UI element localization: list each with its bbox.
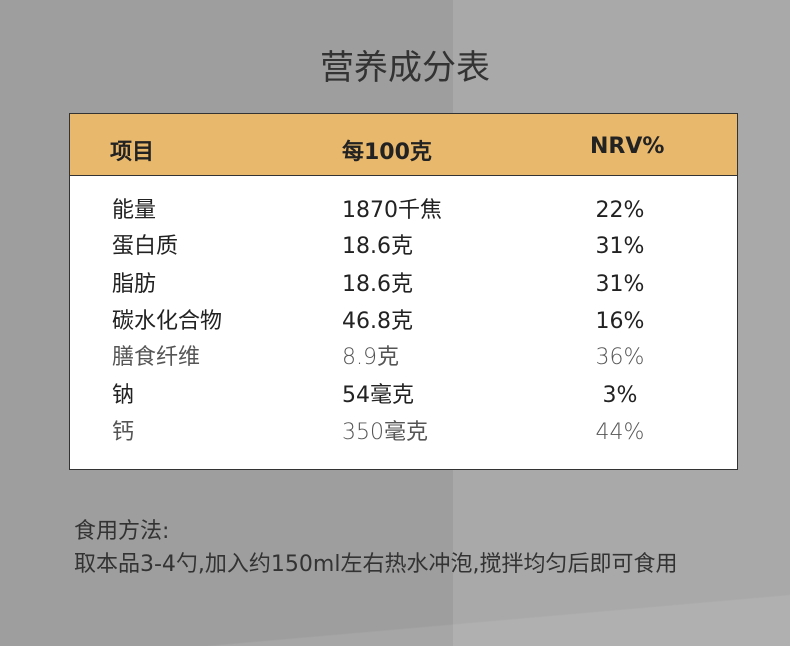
table-header: 项目 每100克 NRV% — [70, 114, 737, 176]
header-nrv: NRV% — [590, 134, 665, 159]
nutrient-name: 能量 — [112, 198, 157, 223]
nutrient-value: 8.9克 — [342, 345, 399, 370]
table-row: 脂肪 18.6克 31% — [70, 266, 737, 303]
nutrient-nrv: 44% — [595, 420, 645, 445]
table-row: 碳水化合物 46.8克 16% — [70, 303, 737, 340]
nutrient-nrv: 16% — [595, 309, 645, 334]
nutrient-value: 18.6克 — [342, 234, 413, 259]
nutrient-nrv: 22% — [595, 198, 645, 223]
nutrient-name: 碳水化合物 — [112, 309, 223, 334]
table-row: 蛋白质 18.6克 31% — [70, 228, 737, 265]
nutrient-nrv: 3% — [602, 383, 638, 408]
nutrient-name: 膳食纤维 — [112, 345, 201, 370]
usage-text: 取本品3-4勺,加入约150ml左右热水冲泡,搅拌均匀后即可食用 — [74, 552, 678, 577]
background-shade — [0, 586, 790, 646]
nutrient-value: 350毫克 — [342, 420, 428, 445]
usage-label: 食用方法: — [74, 519, 170, 544]
table-row: 膳食纤维 8.9克 36% — [70, 339, 737, 376]
nutrient-name: 蛋白质 — [112, 234, 179, 259]
table-row: 钠 54毫克 3% — [70, 377, 737, 414]
table-row: 钙 350毫克 44% — [70, 414, 737, 451]
header-per-100g: 每100克 — [342, 140, 432, 165]
nutrient-nrv: 36% — [595, 345, 645, 370]
page-title: 营养成分表 — [320, 48, 490, 88]
nutrient-value: 46.8克 — [342, 309, 413, 334]
nutrient-name: 钠 — [112, 383, 135, 408]
nutrient-value: 18.6克 — [342, 272, 413, 297]
nutrient-nrv: 31% — [595, 234, 645, 259]
header-item: 项目 — [110, 140, 155, 165]
table-row: 能量 1870千焦 22% — [70, 192, 737, 229]
nutrient-value: 54毫克 — [342, 383, 414, 408]
nutrition-table: 项目 每100克 NRV% 能量 1870千焦 22% 蛋白质 18.6克 31% 脂肪 18… — [69, 113, 738, 470]
nutrient-value: 1870千焦 — [342, 198, 442, 223]
nutrient-name: 钙 — [112, 420, 135, 445]
nutrient-name: 脂肪 — [112, 272, 157, 297]
nutrient-nrv: 31% — [595, 272, 645, 297]
